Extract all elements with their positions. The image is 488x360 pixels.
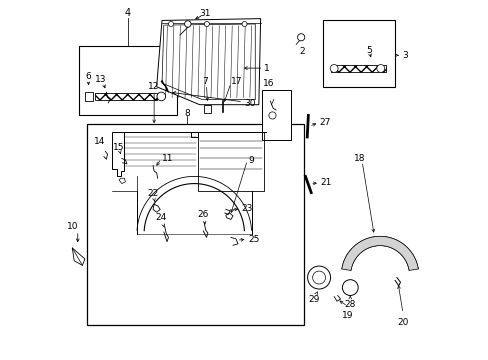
Circle shape bbox=[307, 266, 330, 289]
Text: 4: 4 bbox=[124, 8, 131, 18]
Text: 24: 24 bbox=[155, 213, 166, 222]
Text: 29: 29 bbox=[308, 296, 320, 305]
Bar bbox=[85, 92, 93, 101]
Text: 11: 11 bbox=[162, 154, 173, 163]
Bar bbox=[261, 90, 290, 140]
Circle shape bbox=[184, 21, 191, 27]
Text: 7: 7 bbox=[202, 77, 207, 86]
Text: 12: 12 bbox=[148, 82, 160, 91]
Text: 30: 30 bbox=[244, 99, 255, 108]
Text: 18: 18 bbox=[353, 154, 364, 163]
Polygon shape bbox=[112, 132, 198, 176]
Text: 6: 6 bbox=[85, 72, 91, 81]
Text: 9: 9 bbox=[247, 156, 253, 165]
Circle shape bbox=[242, 22, 246, 27]
Text: 14: 14 bbox=[93, 137, 105, 146]
Circle shape bbox=[329, 64, 337, 72]
Circle shape bbox=[157, 92, 165, 101]
Bar bbox=[94, 93, 157, 100]
Text: 27: 27 bbox=[319, 118, 330, 127]
Text: 13: 13 bbox=[94, 75, 106, 84]
Text: 23: 23 bbox=[241, 204, 252, 213]
Text: 25: 25 bbox=[247, 235, 259, 244]
Text: 19: 19 bbox=[341, 311, 353, 320]
Circle shape bbox=[168, 22, 173, 27]
Text: 10: 10 bbox=[67, 222, 79, 231]
Text: 26: 26 bbox=[197, 210, 208, 219]
Text: 2: 2 bbox=[299, 47, 304, 56]
Polygon shape bbox=[156, 19, 260, 105]
Polygon shape bbox=[119, 178, 125, 184]
Bar bbox=[204, 105, 210, 113]
Circle shape bbox=[297, 34, 304, 41]
Text: 22: 22 bbox=[147, 189, 158, 198]
Bar bbox=[323, 21, 394, 87]
Text: 3: 3 bbox=[402, 51, 407, 60]
Text: 20: 20 bbox=[397, 318, 408, 327]
Circle shape bbox=[204, 22, 209, 27]
Text: 8: 8 bbox=[184, 109, 190, 118]
Text: 16: 16 bbox=[263, 79, 274, 88]
Polygon shape bbox=[341, 236, 417, 270]
Text: 1: 1 bbox=[264, 64, 269, 73]
Circle shape bbox=[268, 112, 276, 119]
Bar bbox=[330, 64, 386, 72]
Circle shape bbox=[312, 271, 325, 284]
Bar bbox=[86, 125, 303, 325]
Circle shape bbox=[342, 280, 357, 296]
Text: 21: 21 bbox=[320, 178, 331, 187]
Polygon shape bbox=[225, 213, 233, 220]
Text: 31: 31 bbox=[199, 9, 210, 18]
Text: 15: 15 bbox=[112, 143, 124, 152]
Bar bbox=[79, 45, 177, 116]
Circle shape bbox=[376, 64, 384, 72]
Text: 17: 17 bbox=[230, 77, 242, 86]
Text: 28: 28 bbox=[344, 300, 355, 309]
Text: 5: 5 bbox=[366, 46, 371, 55]
